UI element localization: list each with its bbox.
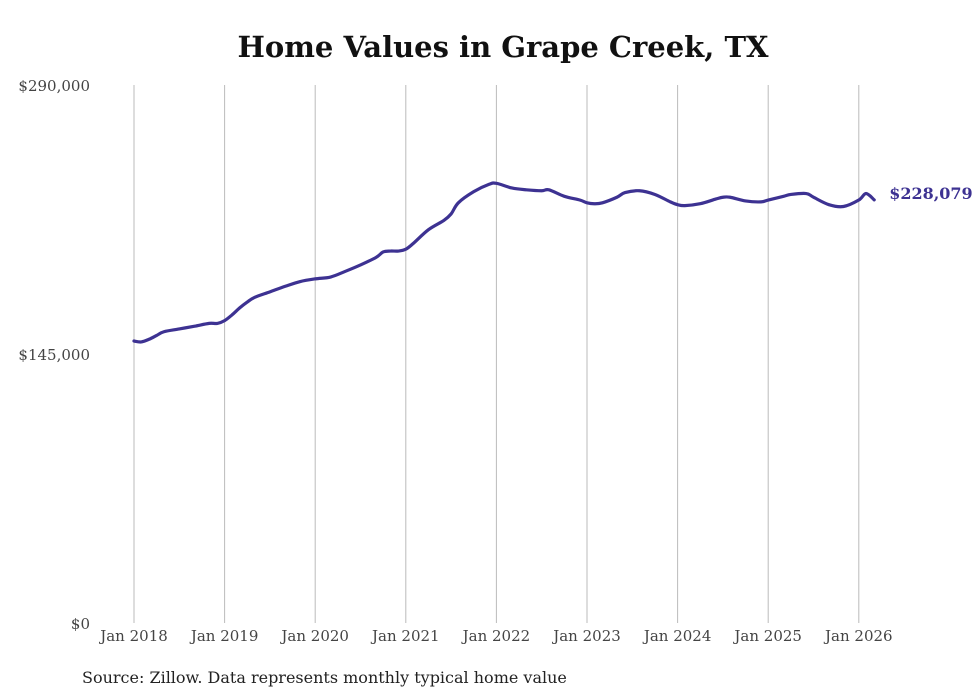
y-tick-label: $0 — [71, 615, 90, 633]
y-tick-label: $145,000 — [18, 346, 90, 364]
gridlines — [133, 85, 860, 623]
series-line — [132, 181, 876, 344]
data-labels: $228,079 — [889, 184, 973, 203]
chart-title: Home Values in Grape Creek, TX — [237, 30, 769, 64]
x-tick-label: Jan 2020 — [279, 627, 349, 645]
x-tick-label: Jan 2019 — [189, 627, 259, 645]
x-tick-label: Jan 2025 — [732, 627, 802, 645]
source-note: Source: Zillow. Data represents monthly … — [82, 668, 567, 687]
series — [132, 181, 876, 344]
x-axis-tick-labels: Jan 2018 Jan 2019 Jan 2020 Jan 2021 Jan 2022… — [98, 627, 892, 645]
y-tick-label: $290,000 — [18, 77, 90, 95]
y-axis-tick-labels: $0 $145,000 $290,000 — [18, 77, 90, 633]
x-tick-label: Jan 2026 — [823, 627, 893, 645]
end-value-label: $228,079 — [889, 184, 973, 203]
x-tick-label: Jan 2021 — [370, 627, 440, 645]
x-tick-label: Jan 2022 — [461, 627, 531, 645]
x-tick-label: Jan 2023 — [551, 627, 621, 645]
x-tick-label: Jan 2018 — [98, 627, 168, 645]
x-tick-label: Jan 2024 — [642, 627, 712, 645]
